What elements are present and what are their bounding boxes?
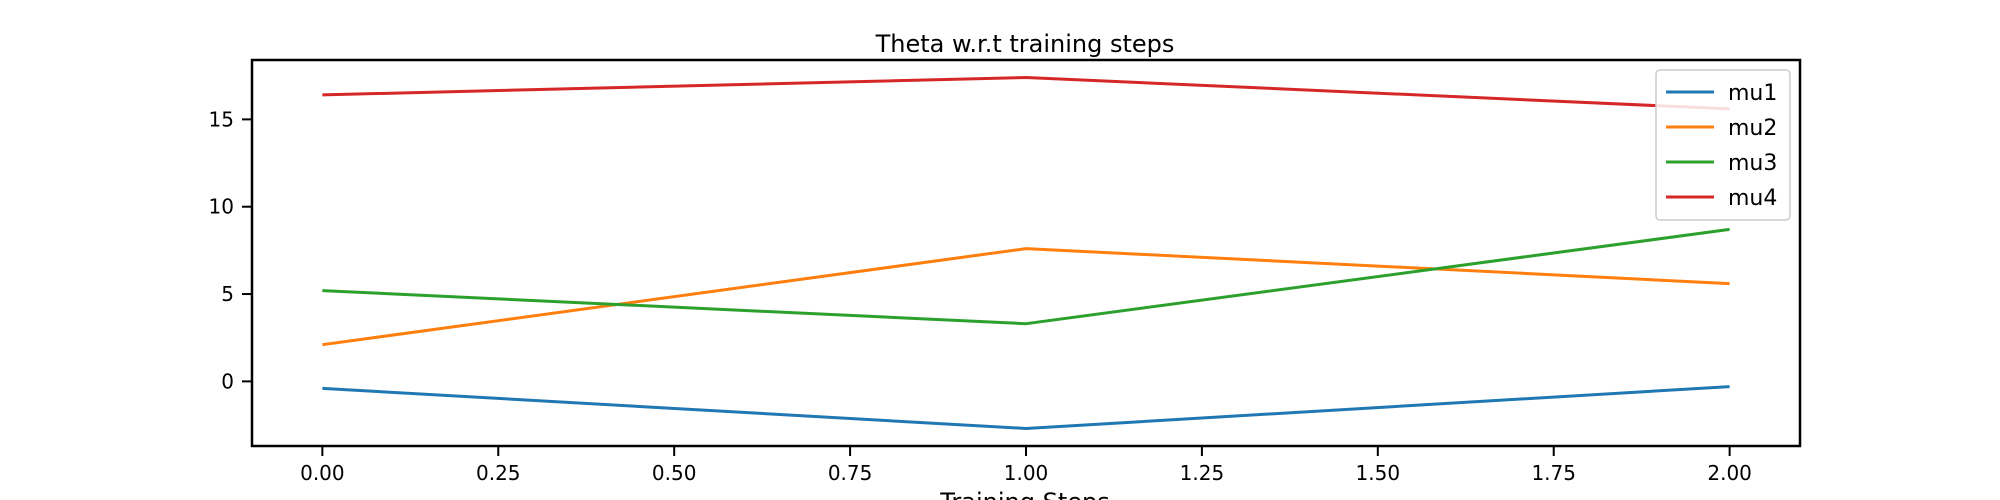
- y-tick-label: 5: [221, 282, 234, 306]
- x-tick-label: 0.00: [300, 461, 345, 485]
- x-tick-label: 0.75: [828, 461, 873, 485]
- series-line-mu1: [322, 385, 1730, 430]
- x-tick-label: 1.00: [1004, 461, 1049, 485]
- legend-label-mu4: mu4: [1728, 186, 1777, 211]
- x-tick-label: 1.75: [1531, 461, 1576, 485]
- x-tick-label: 0.50: [652, 461, 697, 485]
- series-line-mu4: [322, 76, 1730, 111]
- legend-label-mu2: mu2: [1728, 116, 1777, 141]
- series-line-mu2: [322, 247, 1730, 347]
- x-axis: 0.00 0.25 0.50 0.75 1.00 1.25 1.50 1.75 2.00: [300, 446, 1752, 485]
- y-tick-label: 15: [209, 107, 234, 131]
- legend-label-mu1: mu1: [1728, 81, 1777, 106]
- legend: mu1 mu2 mu3 mu4: [1655, 69, 1791, 221]
- legend-box: [1655, 69, 1791, 221]
- chart-title: Theta w.r.t training steps: [875, 30, 1175, 58]
- y-tick-label: 10: [209, 195, 234, 219]
- series-line-mu3: [322, 227, 1730, 326]
- x-axis-label: Training Steps: [939, 488, 1109, 500]
- x-tick-label: 1.25: [1180, 461, 1225, 485]
- y-tick-label: 0: [221, 369, 234, 393]
- plot-frame: [250, 58, 1802, 448]
- plot-area: [322, 76, 1730, 430]
- x-tick-label: 1.50: [1356, 461, 1401, 485]
- x-tick-label: 2.00: [1707, 461, 1752, 485]
- legend-label-mu3: mu3: [1728, 151, 1777, 176]
- y-axis: 0 5 10 15: [209, 107, 252, 393]
- x-tick-label: 0.25: [476, 461, 521, 485]
